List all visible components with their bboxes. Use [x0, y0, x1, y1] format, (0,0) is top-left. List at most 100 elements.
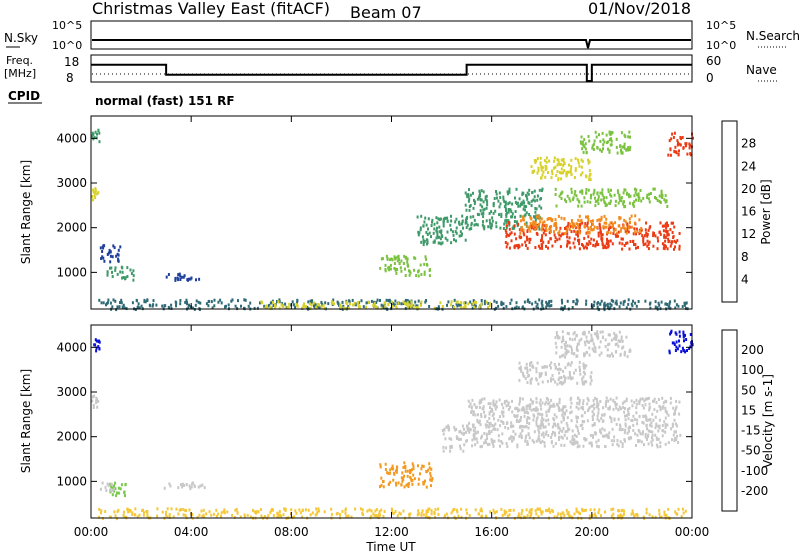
power-range-gate	[473, 202, 476, 206]
velocity-range-gate	[569, 405, 572, 409]
power-range-gate	[544, 168, 547, 171]
velocity-range-gate	[675, 332, 678, 336]
power-range-gate	[666, 229, 669, 233]
velocity-range-gate	[489, 421, 492, 425]
power-range-gate	[568, 228, 571, 232]
power-range-gate	[482, 208, 485, 212]
power-range-gate	[479, 209, 482, 213]
power-range-gate	[469, 215, 472, 219]
power-range-gate	[442, 224, 445, 228]
power-range-gate	[660, 300, 663, 304]
power-range-gate	[612, 222, 614, 226]
power-range-gate	[213, 298, 216, 302]
velocity-range-gate	[489, 402, 492, 406]
power-range-gate	[539, 197, 542, 201]
power-range-gate	[406, 257, 409, 261]
velocity-range-gate	[613, 417, 616, 421]
velocity-range-gate	[203, 486, 206, 490]
power-y-tick-label: 4000	[56, 131, 87, 145]
power-range-gate	[529, 229, 532, 233]
power-range-gate	[122, 276, 125, 279]
power-range-gate	[685, 144, 687, 148]
power-range-gate	[612, 229, 615, 233]
power-range-gate	[583, 196, 586, 200]
power-range-gate	[481, 223, 484, 227]
power-range-gate	[185, 301, 188, 305]
velocity-range-gate	[664, 423, 667, 426]
power-range-gate	[524, 208, 526, 212]
velocity-range-gate	[502, 422, 505, 425]
velocity-range-gate	[93, 394, 96, 398]
velocity-range-gate	[472, 428, 475, 432]
velocity-range-gate	[583, 340, 586, 344]
velocity-range-gate	[610, 338, 613, 342]
power-range-gate	[590, 193, 592, 197]
power-range-gate	[460, 234, 463, 238]
power-range-gate	[520, 201, 523, 205]
power-range-gate	[667, 153, 670, 157]
power-range-gate	[668, 302, 671, 306]
velocity-range-gate	[398, 511, 401, 515]
power-range-gate	[638, 218, 641, 222]
power-range-gate	[637, 199, 640, 202]
power-range-gate	[484, 195, 487, 199]
velocity-range-gate	[537, 382, 540, 386]
power-range-gate	[619, 198, 621, 202]
velocity-range-gate	[639, 397, 642, 401]
velocity-range-gate	[425, 515, 428, 519]
power-range-gate	[422, 241, 425, 245]
power-range-gate	[400, 269, 403, 273]
power-range-gate	[517, 246, 520, 250]
power-range-gate	[124, 277, 126, 281]
velocity-range-gate	[496, 428, 499, 432]
velocity-range-gate	[568, 427, 571, 431]
power-range-gate	[623, 200, 625, 204]
power-range-gate	[453, 298, 456, 302]
power-range-gate	[384, 263, 387, 267]
velocity-range-gate	[618, 330, 621, 334]
velocity-range-gate	[551, 425, 554, 429]
velocity-range-gate	[528, 422, 531, 425]
power-range-gate	[591, 219, 594, 223]
velocity-range-gate	[239, 515, 242, 519]
power-range-gate	[243, 298, 246, 302]
velocity-y-label: Slant Range [km]	[19, 369, 33, 473]
velocity-range-gate	[592, 399, 595, 403]
velocity-range-gate	[566, 436, 569, 440]
velocity-range-gate	[555, 333, 558, 337]
velocity-range-gate	[624, 439, 626, 443]
velocity-range-gate	[532, 418, 535, 422]
power-range-gate	[426, 242, 428, 246]
velocity-range-gate	[664, 416, 667, 420]
velocity-range-gate	[391, 464, 394, 468]
power-range-gate	[635, 227, 638, 231]
power-range-gate	[540, 301, 543, 305]
velocity-range-gate	[588, 340, 590, 344]
power-range-gate	[483, 302, 486, 306]
power-range-gate	[596, 191, 599, 195]
power-range-gate	[420, 273, 423, 276]
power-range-gate	[628, 247, 631, 251]
velocity-range-gate	[572, 441, 575, 445]
velocity-range-gate	[472, 425, 475, 429]
power-range-gate	[600, 299, 603, 303]
velocity-range-gate	[479, 509, 482, 512]
velocity-range-gate	[191, 513, 194, 516]
velocity-range-gate	[429, 474, 432, 478]
power-range-gate	[317, 305, 320, 309]
velocity-range-gate	[556, 382, 559, 386]
velocity-range-gate	[463, 443, 466, 447]
velocity-range-gate	[561, 330, 564, 334]
velocity-range-gate	[589, 433, 592, 437]
power-range-gate	[608, 223, 611, 227]
velocity-range-gate	[566, 363, 569, 367]
velocity-range-gate	[142, 513, 145, 517]
power-range-gate	[509, 301, 512, 305]
power-range-gate	[654, 234, 657, 238]
power-range-gate	[260, 300, 263, 304]
power-range-gate	[502, 195, 505, 199]
power-range-gate	[468, 197, 471, 201]
velocity-range-gate	[552, 430, 554, 434]
velocity-range-gate	[568, 514, 571, 518]
velocity-range-gate	[524, 515, 527, 519]
